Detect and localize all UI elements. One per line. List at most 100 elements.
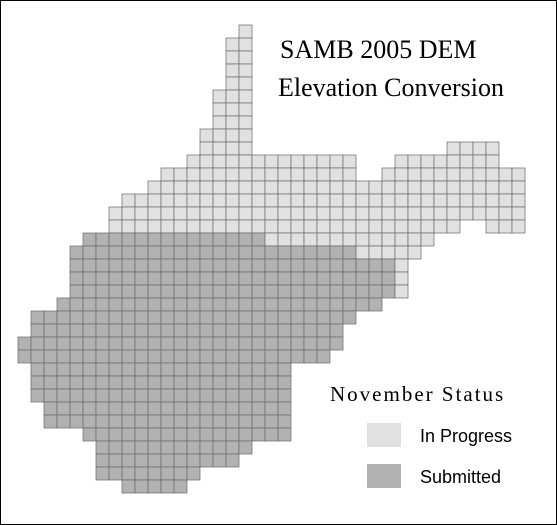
tile <box>303 219 318 234</box>
tile <box>251 167 266 182</box>
tile <box>69 258 84 273</box>
tile <box>160 206 175 221</box>
tile <box>199 401 214 416</box>
tile <box>355 193 370 208</box>
tile <box>472 154 487 169</box>
tile <box>368 219 383 234</box>
tile <box>329 154 344 169</box>
tile <box>394 167 409 182</box>
tile <box>173 232 188 247</box>
tile <box>147 336 162 351</box>
tile <box>160 271 175 286</box>
tile <box>121 336 136 351</box>
tile <box>212 440 227 455</box>
tile <box>17 349 32 364</box>
tile <box>329 258 344 273</box>
tile <box>238 37 253 52</box>
tile <box>199 336 214 351</box>
tile <box>160 258 175 273</box>
tile <box>69 245 84 260</box>
tile <box>433 180 448 195</box>
tile <box>160 388 175 403</box>
tile <box>342 258 357 273</box>
tile <box>69 284 84 299</box>
tile <box>121 362 136 377</box>
tile <box>381 232 396 247</box>
tile <box>485 167 500 182</box>
tile <box>316 154 331 169</box>
tile <box>407 154 422 169</box>
tile <box>121 427 136 442</box>
tile <box>134 349 149 364</box>
tile <box>251 349 266 364</box>
tile <box>69 388 84 403</box>
tile <box>95 232 110 247</box>
tile <box>394 180 409 195</box>
tile <box>316 232 331 247</box>
tile <box>108 336 123 351</box>
tile <box>459 141 474 156</box>
tile <box>238 141 253 156</box>
tile <box>238 310 253 325</box>
tile <box>420 180 435 195</box>
tile <box>264 258 279 273</box>
tile <box>147 414 162 429</box>
tile <box>160 245 175 260</box>
tile <box>82 336 97 351</box>
tile <box>238 427 253 442</box>
tile <box>355 206 370 221</box>
tile <box>173 388 188 403</box>
tile <box>342 193 357 208</box>
tile <box>329 310 344 325</box>
tile <box>186 310 201 325</box>
tile <box>121 388 136 403</box>
tile <box>238 297 253 312</box>
tile <box>225 349 240 364</box>
tile <box>82 258 97 273</box>
tile <box>212 102 227 117</box>
tile <box>134 193 149 208</box>
tile <box>225 375 240 390</box>
tile <box>290 284 305 299</box>
tile <box>329 271 344 286</box>
tile <box>225 297 240 312</box>
tile <box>368 180 383 195</box>
tile <box>212 453 227 468</box>
tile <box>173 362 188 377</box>
tile <box>160 362 175 377</box>
tile <box>199 271 214 286</box>
tile <box>238 323 253 338</box>
tile <box>134 206 149 221</box>
tile <box>264 388 279 403</box>
tile <box>134 245 149 260</box>
tile <box>290 232 305 247</box>
tile <box>82 297 97 312</box>
tile <box>511 193 526 208</box>
tile <box>173 245 188 260</box>
tile <box>290 271 305 286</box>
tile <box>251 362 266 377</box>
tile <box>108 271 123 286</box>
tile <box>225 102 240 117</box>
tile <box>147 362 162 377</box>
tile <box>420 193 435 208</box>
tile <box>277 258 292 273</box>
tile <box>303 323 318 338</box>
tile <box>121 479 136 494</box>
tile <box>43 336 58 351</box>
tile <box>108 362 123 377</box>
tile <box>238 362 253 377</box>
tile <box>69 271 84 286</box>
tile <box>277 427 292 442</box>
tile <box>264 414 279 429</box>
tile <box>394 219 409 234</box>
tile <box>368 258 383 273</box>
tile <box>290 258 305 273</box>
tile <box>134 453 149 468</box>
tile <box>394 271 409 286</box>
tile <box>95 401 110 416</box>
tile <box>264 219 279 234</box>
tile <box>511 167 526 182</box>
tile <box>56 297 71 312</box>
tile <box>160 427 175 442</box>
